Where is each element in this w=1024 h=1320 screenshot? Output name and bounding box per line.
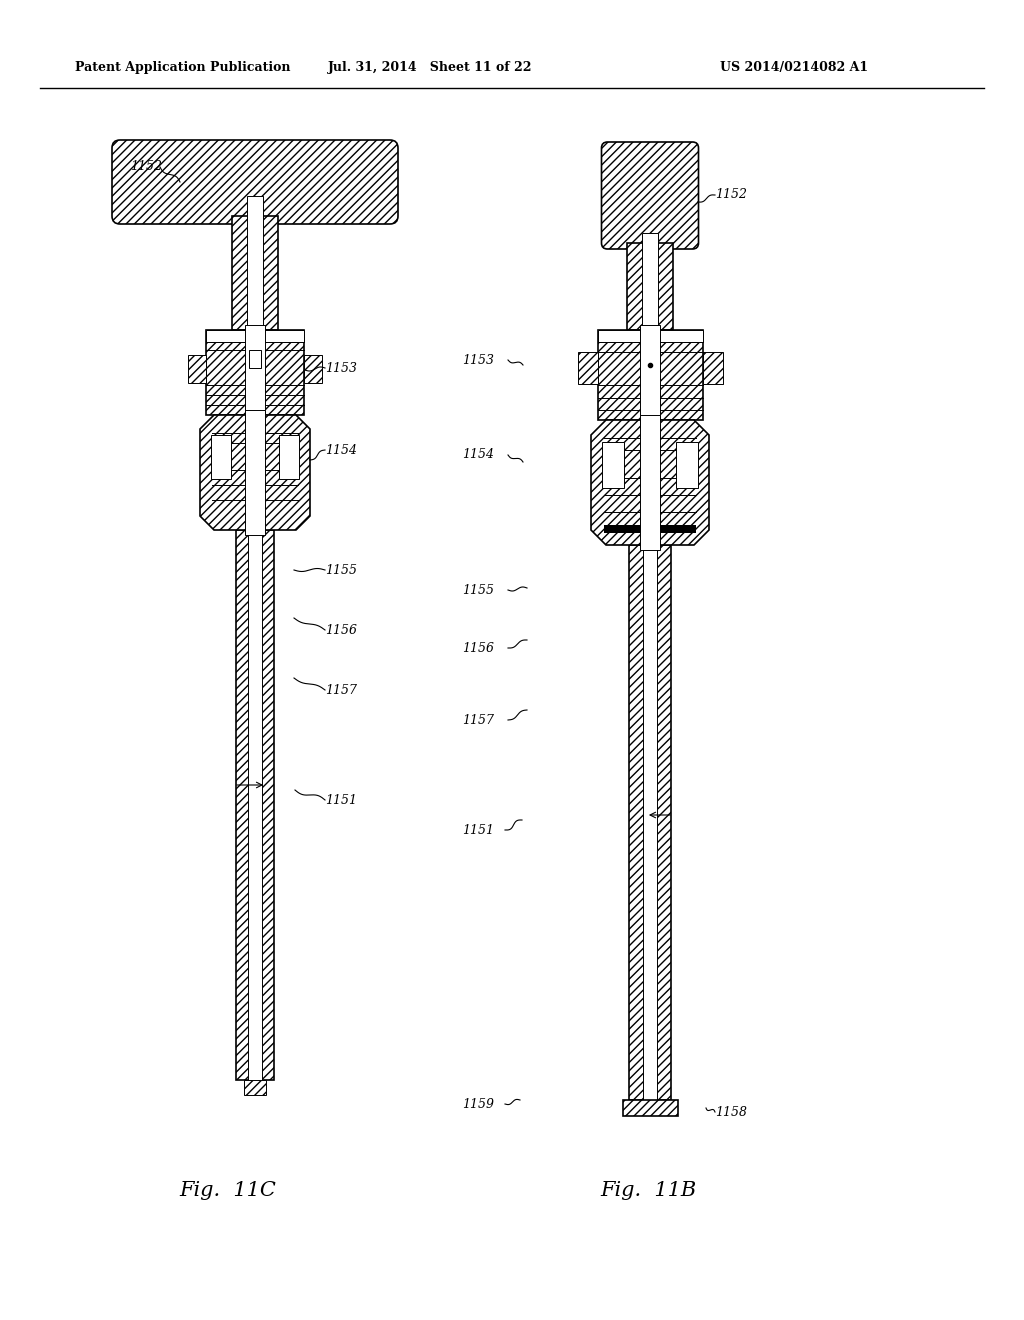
Bar xyxy=(206,330,304,414)
Bar xyxy=(702,352,723,384)
Text: 1151: 1151 xyxy=(462,824,494,837)
Bar xyxy=(236,531,274,1080)
Text: 1157: 1157 xyxy=(325,684,357,697)
Polygon shape xyxy=(200,414,310,531)
Bar xyxy=(245,325,265,420)
Bar xyxy=(629,545,671,1100)
Bar xyxy=(623,1100,678,1115)
Bar xyxy=(604,525,696,533)
FancyBboxPatch shape xyxy=(112,140,398,224)
Text: 1154: 1154 xyxy=(462,449,494,462)
Text: 1153: 1153 xyxy=(462,354,494,367)
Bar xyxy=(188,355,206,383)
Text: 1155: 1155 xyxy=(325,564,357,577)
Text: 1156: 1156 xyxy=(325,623,357,636)
Bar xyxy=(597,330,702,420)
Polygon shape xyxy=(591,420,709,545)
Text: 1152: 1152 xyxy=(130,161,162,173)
Text: 1157: 1157 xyxy=(462,714,494,726)
Bar xyxy=(279,436,299,479)
Bar xyxy=(249,350,261,368)
Bar xyxy=(643,540,657,1105)
Text: Fig.  11C: Fig. 11C xyxy=(179,1180,276,1200)
Text: Jul. 31, 2014   Sheet 11 of 22: Jul. 31, 2014 Sheet 11 of 22 xyxy=(328,62,532,74)
Bar xyxy=(206,330,304,342)
Text: Patent Application Publication: Patent Application Publication xyxy=(75,62,291,74)
Text: US 2014/0214082 A1: US 2014/0214082 A1 xyxy=(720,62,868,74)
Bar xyxy=(211,436,231,479)
FancyBboxPatch shape xyxy=(601,143,698,249)
Bar xyxy=(642,234,658,341)
Bar xyxy=(602,442,624,488)
Bar xyxy=(244,1080,266,1096)
Text: 1152: 1152 xyxy=(715,189,746,202)
Bar xyxy=(640,325,660,425)
Text: Fig.  11B: Fig. 11B xyxy=(600,1180,696,1200)
Bar xyxy=(676,442,698,488)
Bar xyxy=(248,525,262,1085)
Text: 1151: 1151 xyxy=(325,793,357,807)
Bar xyxy=(578,352,597,384)
Bar xyxy=(304,355,322,383)
Bar xyxy=(640,414,660,550)
Bar xyxy=(247,195,263,341)
Bar xyxy=(597,330,702,342)
Text: 1158: 1158 xyxy=(715,1106,746,1118)
Text: 1155: 1155 xyxy=(462,583,494,597)
Bar xyxy=(627,243,673,330)
Bar xyxy=(245,411,265,535)
Text: 1156: 1156 xyxy=(462,642,494,655)
Text: 1159: 1159 xyxy=(462,1097,494,1110)
Text: 1153: 1153 xyxy=(325,362,357,375)
Bar xyxy=(232,216,278,330)
Text: 1154: 1154 xyxy=(325,444,357,457)
